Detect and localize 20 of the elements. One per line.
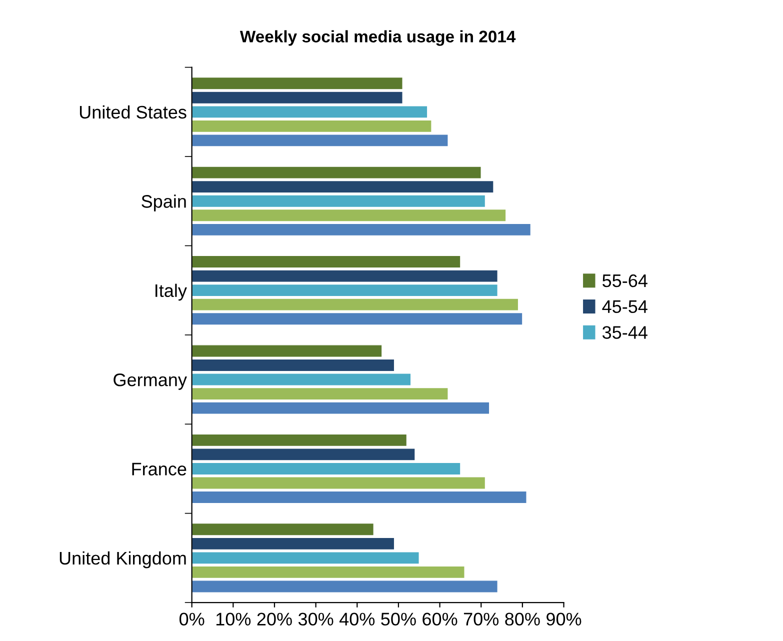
x-tick-label: 80% [505,612,540,626]
y-tick-label: Germany [114,373,187,390]
x-tick-label: 0% [179,612,204,626]
y-tick-label: Italy [156,284,187,301]
legend-label: 35-44 [602,326,648,339]
x-tick-label: 60% [422,612,458,626]
y-tick-label: United States [80,105,186,119]
x-tick-label: 90% [546,612,582,626]
x-tick-label: 30% [298,612,334,626]
y-tick-label: United Kingdom [60,551,186,568]
y-tick-label: Spain [142,194,186,212]
y-tick-label: France [132,462,186,476]
legend-label: 45-54 [602,300,648,314]
x-tick-label: 40% [339,612,375,626]
chart-title: Weekly social media usage in 2014 [240,30,516,46]
legend-label: 55-64 [602,274,648,288]
x-tick-label: 20% [257,612,292,626]
x-tick-label: 10% [216,612,251,626]
x-tick-label: 70% [464,612,499,626]
x-tick-label: 50% [381,612,416,626]
